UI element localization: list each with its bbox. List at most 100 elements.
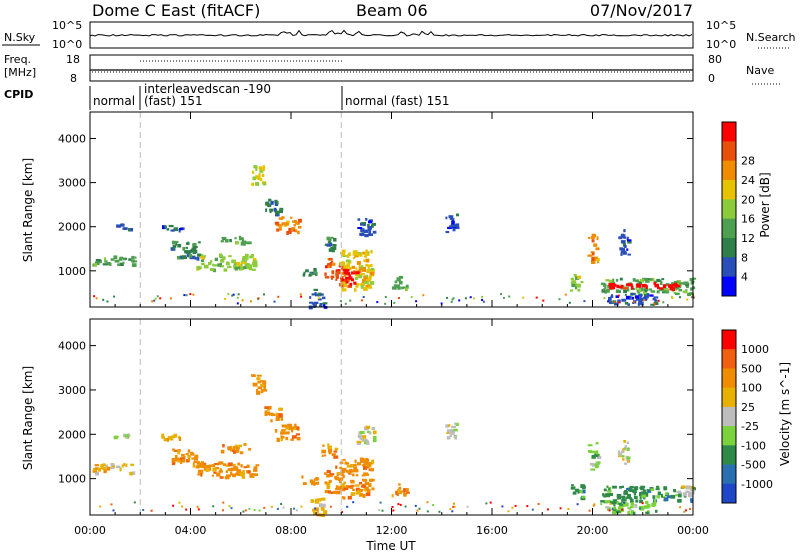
data-cell <box>630 506 634 508</box>
data-cell <box>296 223 300 225</box>
speckle-cell <box>178 502 180 504</box>
data-cell <box>658 492 661 496</box>
data-cell <box>245 254 249 257</box>
data-cell <box>96 259 101 261</box>
speckle-cell <box>589 510 591 512</box>
speckle-cell <box>192 294 194 296</box>
data-cell <box>110 467 114 469</box>
data-cell <box>366 493 371 497</box>
data-cell <box>605 500 608 503</box>
data-cell <box>179 228 183 230</box>
speckle-cell <box>470 296 472 298</box>
data-cell <box>252 171 254 174</box>
data-cell <box>574 280 576 284</box>
data-cell <box>186 242 189 245</box>
data-cell <box>620 253 622 256</box>
data-cell <box>647 293 650 296</box>
data-cell <box>212 475 214 477</box>
data-cell <box>125 464 127 468</box>
data-cell <box>623 229 625 232</box>
nave-tick-bottom: 0 <box>708 72 715 85</box>
speckle-cell <box>238 293 240 295</box>
data-cell <box>366 426 371 429</box>
speckle-cell <box>113 509 115 511</box>
data-cell <box>237 262 241 265</box>
data-cell <box>281 418 283 421</box>
colorbar-tick-label: 24 <box>741 174 755 187</box>
speckle-cell <box>349 300 351 302</box>
data-cell <box>661 278 664 280</box>
data-cell <box>683 492 687 496</box>
colorbar-tick-label: -1000 <box>741 478 773 491</box>
data-cell <box>279 227 282 231</box>
speckle-cell <box>224 298 226 300</box>
data-cell <box>228 255 232 257</box>
data-cell <box>644 505 647 507</box>
data-cell <box>198 470 203 474</box>
data-cell <box>597 261 599 263</box>
data-cell <box>281 436 285 439</box>
data-cell <box>634 496 638 499</box>
speckle-cell <box>222 509 224 511</box>
data-cell <box>93 263 97 266</box>
data-cell <box>627 448 630 451</box>
data-cell <box>255 182 259 186</box>
data-cell <box>265 208 267 212</box>
data-cell <box>365 218 367 221</box>
speckle-cell <box>340 300 342 302</box>
data-cell <box>601 283 605 286</box>
data-cell <box>368 226 372 229</box>
speckle-cell <box>522 297 524 299</box>
data-cell <box>364 234 368 237</box>
speckle-cell <box>648 507 650 509</box>
speckle-cell <box>451 301 453 303</box>
data-cell <box>311 499 315 503</box>
speckle-cell <box>317 511 319 513</box>
speckle-cell <box>467 506 469 508</box>
data-cell <box>678 491 681 494</box>
speckle-cell <box>250 300 252 302</box>
data-cell <box>361 265 363 269</box>
speckle-cell <box>277 508 279 510</box>
data-cell <box>202 263 204 266</box>
data-cell <box>220 259 224 263</box>
speckle-cell <box>393 302 395 304</box>
data-cell <box>271 414 275 417</box>
data-cell <box>229 239 232 242</box>
speckle-cell <box>612 508 614 510</box>
colorbar-segment <box>722 388 736 408</box>
velocity-colorbar-label: Velocity [m s^-1] <box>778 362 792 466</box>
data-cell <box>639 487 641 489</box>
data-cell <box>644 278 648 280</box>
y-tick-label: 2000 <box>58 428 86 441</box>
data-cell <box>305 269 309 272</box>
speckle-cell <box>222 502 224 504</box>
data-cell <box>352 489 355 491</box>
speckle-cell <box>271 506 273 508</box>
data-cell <box>280 431 283 434</box>
data-cell <box>678 285 680 287</box>
y-tick-label: 3000 <box>58 177 86 190</box>
data-cell <box>634 492 636 495</box>
speckle-cell <box>254 509 256 511</box>
data-cell <box>172 458 176 462</box>
data-cell <box>600 500 605 503</box>
data-cell <box>258 386 263 389</box>
data-cell <box>622 486 624 488</box>
data-cell <box>260 384 264 386</box>
data-cell <box>607 490 612 492</box>
y-tick-label: 2000 <box>58 221 86 234</box>
data-cell <box>196 266 200 270</box>
data-cell <box>364 281 369 284</box>
data-cell <box>132 257 137 259</box>
data-cell <box>359 482 362 485</box>
data-cell <box>182 247 185 251</box>
data-cell <box>115 260 120 263</box>
data-cell <box>243 443 246 446</box>
speckle-cell <box>102 299 104 301</box>
data-cell <box>125 434 129 437</box>
data-cell <box>371 479 375 482</box>
data-cell <box>190 452 193 456</box>
data-cell <box>331 270 334 274</box>
data-cell <box>113 255 117 259</box>
